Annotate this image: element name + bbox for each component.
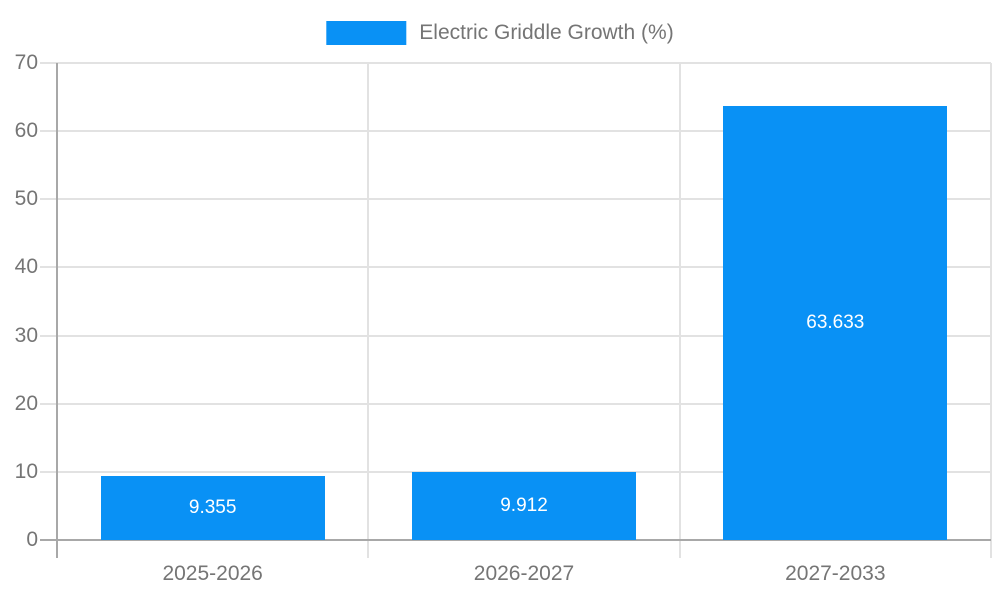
y-tick-label: 50: [14, 187, 38, 211]
gridline-y: [40, 198, 991, 201]
legend: Electric Griddle Growth (%): [326, 21, 674, 45]
legend-swatch: [326, 21, 407, 45]
y-tick-label: 20: [14, 391, 38, 415]
y-axis-line: [56, 63, 58, 558]
bar-value-label: 9.912: [500, 495, 548, 517]
bar: [412, 472, 636, 540]
x-tick-label: 2027-2033: [785, 562, 886, 585]
y-tick-label: 60: [14, 119, 38, 143]
x-tick-label: 2025-2026: [162, 562, 263, 585]
gridline-y: [40, 130, 991, 133]
gridline-y: [40, 62, 991, 64]
gridline-y: [40, 334, 991, 337]
gridline-y: [40, 266, 991, 269]
gridline-x: [367, 63, 370, 558]
y-tick-label: 10: [14, 459, 38, 483]
y-tick-label: 30: [14, 323, 38, 347]
y-tick-label: 70: [14, 51, 38, 74]
bar: [723, 106, 948, 540]
gridline-x: [990, 63, 992, 558]
gridline-y: [40, 402, 991, 405]
gridline-x: [678, 63, 681, 558]
gridline-y: [40, 470, 991, 473]
bar: [100, 476, 325, 540]
y-tick-label: 40: [14, 255, 38, 279]
legend-label: Electric Griddle Growth (%): [419, 21, 674, 44]
bar-value-label: 9.355: [188, 497, 237, 519]
bar-value-label: 63.633: [806, 312, 865, 334]
x-tick-label: 2026-2027: [473, 562, 575, 585]
y-tick-label: 0: [26, 528, 38, 551]
x-axis-line: [40, 539, 991, 541]
